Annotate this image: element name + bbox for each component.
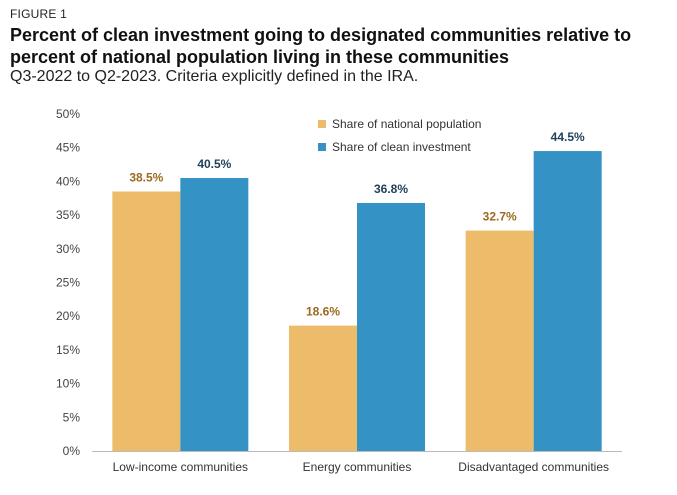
y-tick-label: 50%: [56, 107, 80, 121]
chart-subtitle: Q3-2022 to Q2-2023. Criteria explicitly …: [10, 68, 419, 85]
y-tick-label: 35%: [56, 208, 80, 222]
legend-swatch-population: [318, 120, 326, 128]
data-label-population: 32.7%: [483, 210, 517, 224]
y-tick-label: 10%: [56, 377, 80, 391]
data-label-population: 18.6%: [306, 305, 340, 319]
x-category-label: Disadvantaged communities: [458, 460, 609, 474]
legend-label-investment: Share of clean investment: [332, 140, 471, 154]
data-label-population: 38.5%: [129, 171, 163, 185]
figure-label: FIGURE 1: [10, 7, 67, 21]
bar-population: [289, 325, 357, 451]
y-tick-label: 40%: [56, 174, 80, 188]
y-tick-label: 5%: [63, 410, 81, 424]
data-label-investment: 36.8%: [374, 182, 408, 196]
bar-investment: [533, 151, 602, 451]
x-category-label: Energy communities: [303, 460, 412, 474]
bar-investment: [357, 202, 425, 451]
y-tick-label: 25%: [56, 276, 80, 290]
y-tick-label: 45%: [56, 141, 80, 155]
y-tick-label: 30%: [56, 242, 80, 256]
bar-population: [465, 230, 534, 451]
x-category-label: Low-income communities: [113, 460, 248, 474]
bar-population: [112, 191, 181, 451]
y-tick-label: 15%: [56, 343, 80, 357]
legend-label-population: Share of national population: [332, 117, 481, 131]
y-tick-label: 20%: [56, 309, 80, 323]
bar-investment: [180, 178, 249, 451]
data-label-investment: 44.5%: [551, 130, 585, 144]
chart-title: Percent of clean investment going to des…: [10, 25, 632, 67]
y-tick-label: 0%: [63, 444, 81, 458]
legend-swatch-investment: [318, 143, 326, 151]
data-label-investment: 40.5%: [197, 157, 231, 171]
